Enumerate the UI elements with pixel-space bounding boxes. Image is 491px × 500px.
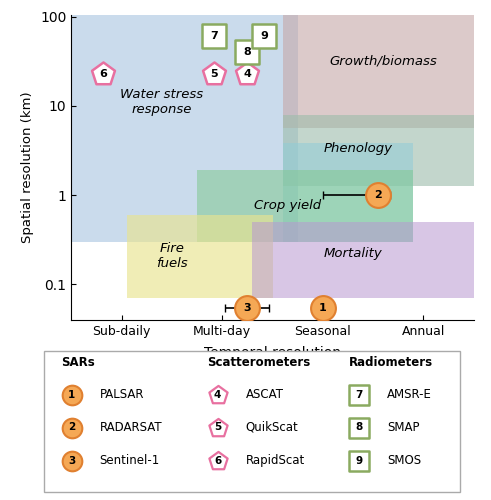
- Point: [244, 70, 251, 78]
- Text: SMAP: SMAP: [387, 421, 420, 434]
- Text: 6: 6: [100, 69, 108, 79]
- Point: [355, 424, 363, 432]
- Text: 1: 1: [319, 304, 327, 314]
- Point: [214, 390, 221, 398]
- X-axis label: Temporal resolution: Temporal resolution: [204, 346, 341, 360]
- Text: Mortality: Mortality: [324, 246, 382, 260]
- Text: 3: 3: [68, 456, 75, 466]
- Point: [214, 456, 221, 464]
- Point: [100, 70, 108, 78]
- Text: 4: 4: [214, 390, 221, 400]
- Y-axis label: Spatial resolution (km): Spatial resolution (km): [22, 92, 34, 244]
- Text: 4: 4: [244, 69, 251, 79]
- Text: PALSAR: PALSAR: [99, 388, 144, 401]
- Text: 8: 8: [244, 48, 251, 58]
- Point: [244, 304, 251, 312]
- Text: RapidScat: RapidScat: [246, 454, 305, 467]
- Point: [210, 32, 218, 40]
- Point: [374, 191, 382, 199]
- Point: [214, 424, 221, 432]
- Point: [68, 456, 76, 464]
- Text: 7: 7: [355, 390, 363, 400]
- Text: 6: 6: [214, 456, 221, 466]
- Point: [68, 390, 76, 398]
- Text: 1: 1: [68, 390, 75, 400]
- Bar: [252, 222, 474, 298]
- Text: Radiometers: Radiometers: [349, 356, 433, 370]
- Text: Phenology: Phenology: [324, 142, 393, 156]
- Bar: [197, 170, 413, 242]
- Text: RADARSAT: RADARSAT: [99, 421, 162, 434]
- Text: QuikScat: QuikScat: [246, 421, 298, 434]
- Text: Growth/biomass: Growth/biomass: [329, 55, 437, 68]
- Text: Crop yield: Crop yield: [254, 200, 321, 212]
- Text: 2: 2: [68, 422, 75, 432]
- Text: 2: 2: [374, 190, 382, 200]
- Text: AMSR-E: AMSR-E: [387, 388, 432, 401]
- Point: [68, 424, 76, 432]
- Text: 8: 8: [355, 422, 363, 432]
- Point: [319, 304, 327, 312]
- Text: SMOS: SMOS: [387, 454, 421, 467]
- Text: 5: 5: [214, 422, 221, 432]
- Point: [244, 48, 251, 56]
- Bar: [127, 215, 273, 298]
- Text: 3: 3: [244, 304, 251, 314]
- Text: ASCAT: ASCAT: [246, 388, 283, 401]
- Bar: [71, 15, 298, 241]
- Text: Water stress
response: Water stress response: [120, 88, 203, 116]
- Point: [355, 456, 363, 464]
- Bar: [283, 15, 474, 128]
- Text: Scatterometers: Scatterometers: [207, 356, 310, 370]
- Bar: [283, 115, 474, 186]
- Text: 7: 7: [210, 32, 218, 42]
- Text: Sentinel-1: Sentinel-1: [99, 454, 160, 467]
- Point: [210, 70, 218, 78]
- Text: 9: 9: [261, 32, 269, 42]
- Text: 9: 9: [356, 456, 363, 466]
- FancyBboxPatch shape: [44, 351, 460, 492]
- Text: Fire
fuels: Fire fuels: [156, 242, 188, 270]
- Point: [261, 32, 269, 40]
- Point: [355, 390, 363, 398]
- Text: SARs: SARs: [61, 356, 94, 370]
- Bar: [283, 144, 413, 242]
- Text: 5: 5: [210, 69, 218, 79]
